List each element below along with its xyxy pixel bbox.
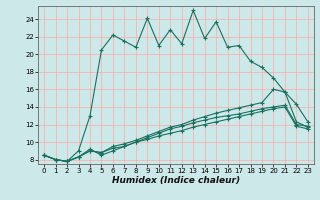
X-axis label: Humidex (Indice chaleur): Humidex (Indice chaleur) xyxy=(112,176,240,185)
